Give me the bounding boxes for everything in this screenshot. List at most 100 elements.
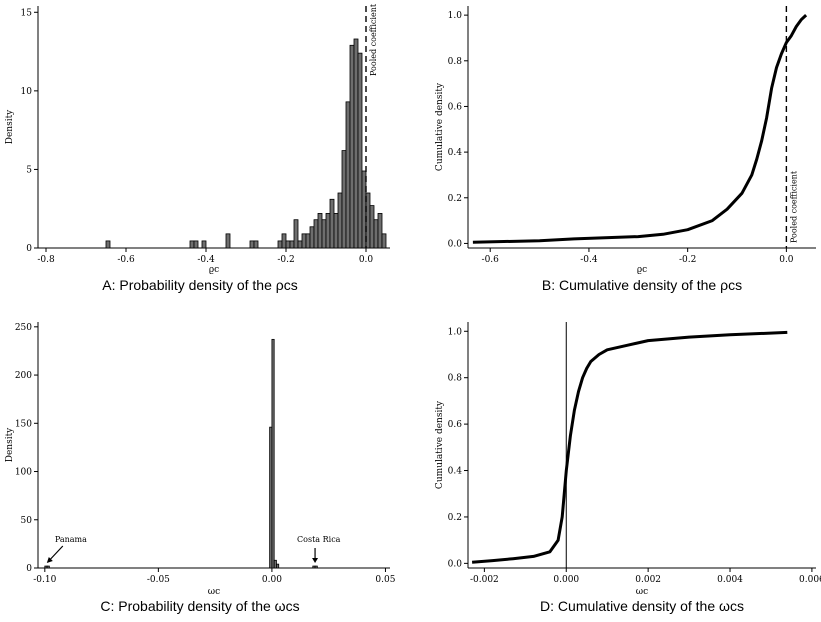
histogram-bar bbox=[277, 240, 283, 249]
panel-title: A: Probability density of the ρcs bbox=[102, 277, 298, 293]
y-tick-label: 0.4 bbox=[448, 467, 463, 477]
x-tick-label: -0.6 bbox=[117, 255, 135, 265]
x-tick-label: 0.00 bbox=[262, 575, 282, 585]
histogram-bar bbox=[271, 338, 275, 569]
histogram-bar bbox=[314, 565, 318, 569]
histogram-bar bbox=[309, 226, 315, 249]
panel-title: C: Probability density of the ωcs bbox=[100, 598, 299, 614]
histogram-bar bbox=[281, 233, 287, 249]
panel-title: D: Cumulative density of the ωcs bbox=[540, 598, 744, 614]
y-tick-label: 0.0 bbox=[448, 559, 463, 569]
panel-a: -0.8 -0.6 -0.4 -0.2 0.0 0 5 10 15 ϱc Density A: Pro… bbox=[5, 3, 390, 293]
y-tick-label: 200 bbox=[15, 371, 32, 381]
histogram-bar bbox=[305, 233, 311, 249]
cdf-line bbox=[472, 14, 808, 244]
y-tick-label: 0.8 bbox=[448, 374, 463, 384]
histogram-bar bbox=[189, 240, 195, 249]
y-tick-label: 0.4 bbox=[448, 148, 463, 158]
panel-title: B: Cumulative density of the ρcs bbox=[542, 277, 742, 293]
reference-line-label: Pooled coefficient bbox=[369, 3, 378, 76]
histogram-bar bbox=[341, 150, 347, 249]
x-tick-label: 0.0 bbox=[779, 255, 794, 265]
histogram-bar bbox=[276, 563, 280, 569]
y-tick-label: 0 bbox=[26, 564, 32, 574]
x-tick-label: -0.002 bbox=[470, 575, 499, 585]
panel-b: -0.6 -0.4 -0.2 0.0 0.0 0.2 0.4 0.6 0.8 1.0 ϱc Cumul… bbox=[435, 6, 816, 293]
x-tick-label: 0.004 bbox=[717, 575, 743, 585]
y-axis-label: Cumulative density bbox=[435, 400, 445, 489]
histogram-bar bbox=[46, 565, 50, 569]
y-tick-label: 0 bbox=[26, 244, 32, 254]
x-axis-label: ωc bbox=[636, 587, 648, 597]
cdf-line bbox=[471, 330, 788, 564]
histogram-bar bbox=[297, 240, 303, 249]
y-tick-label: 0.2 bbox=[448, 513, 462, 523]
y-tick-label: 10 bbox=[21, 87, 33, 97]
x-tick-label: -0.8 bbox=[37, 255, 55, 265]
histogram-bar bbox=[349, 44, 355, 249]
histogram-bar bbox=[289, 240, 295, 249]
x-tick-label: 0.0 bbox=[359, 255, 374, 265]
histogram-bar bbox=[329, 198, 335, 249]
x-tick-label: 0.006 bbox=[799, 575, 821, 585]
y-tick-label: 0.0 bbox=[448, 239, 463, 249]
x-axis-label: ϱc bbox=[637, 265, 647, 275]
histogram-bar bbox=[249, 240, 255, 249]
y-tick-label: 150 bbox=[15, 419, 32, 429]
histogram-bar bbox=[325, 213, 331, 249]
annotation-arrowhead bbox=[312, 558, 319, 563]
histogram-bar bbox=[381, 233, 387, 249]
panel-c: -0.10 -0.05 0.00 0.05 0 50 100 150 200 250 ωc Densi… bbox=[5, 322, 396, 614]
reference-line-label: Pooled coefficient bbox=[789, 170, 798, 243]
x-axis-label: ωc bbox=[208, 587, 220, 597]
x-tick-label: -0.4 bbox=[580, 255, 598, 265]
y-tick-label: 250 bbox=[15, 323, 32, 333]
histogram-bar bbox=[313, 219, 319, 249]
y-tick-label: 1.0 bbox=[448, 327, 463, 337]
x-tick-label: -0.05 bbox=[147, 575, 170, 585]
annotation-arrowhead bbox=[46, 557, 53, 563]
histogram-bar bbox=[253, 240, 259, 249]
histogram-bar bbox=[105, 240, 111, 249]
y-tick-label: 1.0 bbox=[448, 11, 463, 21]
x-tick-label: 0.05 bbox=[375, 575, 395, 585]
x-tick-label: 0.000 bbox=[553, 575, 579, 585]
annotation-label: Panama bbox=[55, 535, 87, 544]
y-tick-label: 0.2 bbox=[448, 194, 462, 204]
panel-d: -0.002 0.000 0.002 0.004 0.006 0.0 0.2 0.4 0.6 0.… bbox=[435, 322, 821, 614]
x-tick-label: -0.2 bbox=[679, 255, 696, 265]
y-tick-label: 15 bbox=[21, 8, 33, 18]
histogram-bar bbox=[353, 38, 359, 249]
y-axis-label: Density bbox=[5, 109, 15, 144]
histogram-bar bbox=[345, 101, 351, 249]
histogram-bar bbox=[337, 192, 343, 249]
x-tick-label: -0.6 bbox=[482, 255, 500, 265]
histogram-bar bbox=[293, 219, 299, 249]
y-tick-label: 0.8 bbox=[448, 57, 463, 67]
histogram-bar bbox=[225, 233, 231, 249]
histogram-bar bbox=[373, 219, 379, 249]
histogram-bar bbox=[357, 52, 363, 249]
x-tick-label: -0.10 bbox=[33, 575, 56, 585]
histogram-bar bbox=[333, 213, 339, 249]
x-tick-label: 0.002 bbox=[635, 575, 661, 585]
y-tick-label: 0.6 bbox=[448, 102, 463, 112]
y-tick-label: 100 bbox=[15, 468, 32, 478]
histogram-bar bbox=[369, 205, 375, 249]
y-tick-label: 0.6 bbox=[448, 420, 463, 430]
histogram-bar bbox=[201, 240, 207, 249]
histogram-bar bbox=[193, 240, 199, 249]
x-axis-label: ϱc bbox=[209, 265, 219, 275]
x-tick-label: -0.4 bbox=[197, 255, 215, 265]
histogram-bar bbox=[377, 213, 383, 249]
x-tick-label: -0.2 bbox=[277, 255, 294, 265]
histogram-bar bbox=[321, 219, 327, 249]
histogram-bar bbox=[317, 213, 323, 249]
histogram-bar bbox=[285, 240, 291, 249]
y-axis-label: Cumulative density bbox=[435, 82, 445, 171]
histogram-bar bbox=[301, 233, 307, 249]
y-tick-label: 50 bbox=[21, 516, 33, 526]
y-axis-label: Density bbox=[5, 427, 15, 462]
annotation-label: Costa Rica bbox=[297, 535, 341, 544]
